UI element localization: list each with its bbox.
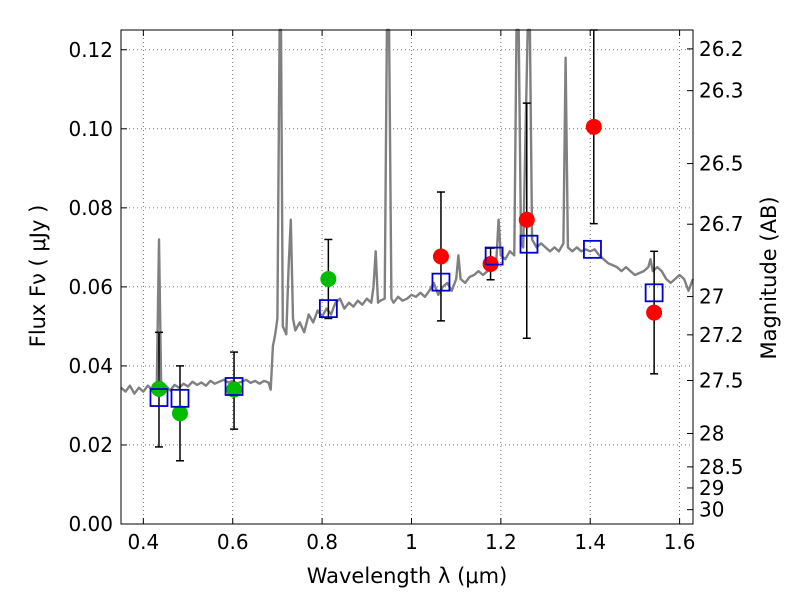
model-square: [484, 246, 504, 266]
y-tick-label: 0.04: [68, 354, 113, 378]
x-tick-label: 1: [405, 530, 418, 554]
red-data-point: [646, 304, 663, 321]
x-tick-label: 1.6: [664, 530, 696, 554]
plot-frame: [120, 29, 694, 525]
model-square: [644, 283, 664, 303]
mag-tick-label: 29: [699, 476, 724, 500]
spectrum-layer: [120, 28, 695, 395]
green-data-point: [171, 405, 188, 422]
mag-tick-label: 26.5: [699, 152, 744, 176]
y-tick-label: 0.12: [68, 38, 113, 62]
model-square: [170, 388, 190, 408]
grid: [121, 30, 693, 525]
x-tick-label: 1.4: [574, 530, 606, 554]
x-tick-label: 0.4: [127, 530, 159, 554]
x-tick-label: 0.6: [217, 530, 249, 554]
ticks: 0.4 0.6 0.8 1 1.2 1.4 1.6 0.00 0.02 0.04 0.06 0.08 0…: [68, 30, 744, 554]
mag-tick-label: 30: [699, 498, 724, 522]
green-data-point: [320, 270, 337, 287]
right-axis-label: Magnitude (AB): [757, 196, 781, 359]
red-data-point: [518, 211, 535, 228]
x-tick-label: 1.2: [485, 530, 517, 554]
model-square: [431, 272, 451, 292]
y-tick-label: 0.02: [68, 433, 113, 457]
model-square: [583, 239, 602, 259]
green-data-point: [226, 381, 243, 398]
error-bars: [154, 29, 659, 462]
mag-tick-label: 26.2: [699, 37, 744, 61]
data-markers: [149, 118, 664, 422]
red-data-point: [432, 248, 449, 265]
mag-tick-label: 28.5: [699, 455, 744, 479]
mag-tick-label: 28: [699, 421, 724, 445]
y-axis-label: Flux Fν ( μJy ): [26, 205, 50, 348]
mag-tick-label: 26.7: [699, 212, 744, 236]
y-tick-label: 0.08: [68, 196, 113, 220]
mag-tick-label: 27.5: [699, 369, 744, 393]
x-axis-label: Wavelength λ (μm): [307, 564, 508, 588]
model-square: [149, 388, 169, 407]
model-square: [519, 234, 539, 254]
x-tick-label: 0.8: [306, 530, 338, 554]
model-square: [318, 299, 338, 319]
model-square: [224, 377, 244, 396]
y-tick-label: 0.00: [68, 512, 113, 536]
mag-tick-label: 27.2: [699, 323, 744, 347]
y-tick-label: 0.06: [68, 275, 113, 299]
y-tick-label: 0.10: [68, 117, 113, 141]
red-data-point: [585, 118, 602, 135]
mag-tick-label: 26.3: [699, 79, 744, 103]
spectrum-line: [120, 28, 695, 395]
mag-tick-label: 27: [699, 285, 724, 309]
